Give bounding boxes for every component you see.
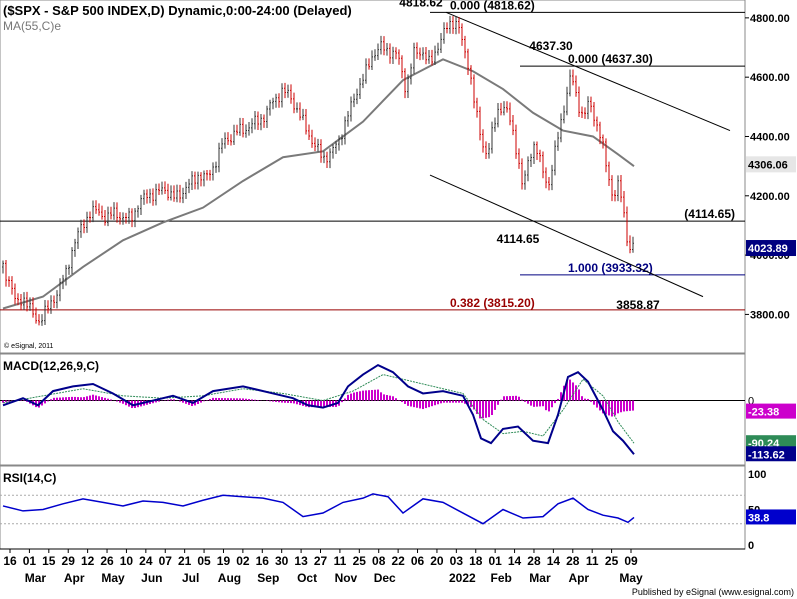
chart-title: ($SPX - S&P 500 INDEX,D) Dynamic,0:00-24… <box>3 3 352 18</box>
x-day-label: 01 <box>23 554 37 568</box>
x-day-label: 28 <box>566 554 580 568</box>
x-month-label: Dec <box>374 571 396 585</box>
x-day-label: 30 <box>275 554 289 568</box>
x-day-label: 25 <box>605 554 619 568</box>
price-annotation: 3858.87 <box>616 298 660 312</box>
price-tick-label: 4200.00 <box>750 191 790 203</box>
x-month-label: Apr <box>64 571 85 585</box>
x-day-label: 11 <box>334 554 347 568</box>
signal-line <box>2 374 635 444</box>
price-value-box <box>746 156 796 173</box>
price-level-label: (4114.65) <box>684 207 735 221</box>
channel-line-upper <box>445 11 731 132</box>
x-day-label: 19 <box>217 554 231 568</box>
price-value-box <box>746 240 796 257</box>
macd-title: MACD(12,26,9,C) <box>3 359 99 373</box>
rsi-line <box>2 493 635 525</box>
x-axis: 16 01 15 29 12 26 10 24 07 21 05 19 02 16 30 13 27 11 25 08… <box>0 548 745 585</box>
price-annotation: 4818.62 <box>399 0 443 9</box>
price-value-label: 4306.06 <box>748 159 788 171</box>
x-day-label: 12 <box>81 554 95 568</box>
rsi-value-box <box>746 509 796 525</box>
rsi-tick-label: 100 <box>748 469 766 481</box>
x-day-label: 15 <box>42 554 56 568</box>
macd-tick-label: 0 <box>748 396 754 408</box>
moving-average <box>2 58 635 310</box>
x-day-label: 16 <box>256 554 270 568</box>
price-level-label: 0.000 (4637.30) <box>568 52 653 66</box>
rsi-lines <box>0 493 745 525</box>
x-month-label: Jul <box>182 571 199 585</box>
price-axis: 4800.004600.004400.004200.004000.003800.… <box>745 13 796 321</box>
x-day-label: 29 <box>62 554 76 568</box>
x-day-label: 22 <box>391 554 405 568</box>
x-day-label: 16 <box>3 554 17 568</box>
x-day-label: 27 <box>314 554 328 568</box>
trend-channel <box>429 11 731 298</box>
x-month-label: Apr <box>568 571 589 585</box>
x-day-label: 11 <box>586 554 599 568</box>
price-bars <box>2 15 634 326</box>
x-day-label: 18 <box>469 554 483 568</box>
x-day-label: 09 <box>624 554 638 568</box>
x-month-label: May <box>619 571 643 585</box>
macd-value-box <box>746 446 796 462</box>
x-day-label: 02 <box>236 554 250 568</box>
x-day-label: 03 <box>450 554 464 568</box>
x-day-label: 25 <box>353 554 367 568</box>
x-day-label: 24 <box>139 554 153 568</box>
price-tick-label: 4800.00 <box>750 13 790 25</box>
x-month-label: Sep <box>257 571 279 585</box>
price-annotations: 4818.62 4637.30 4114.65 3858.87 <box>399 0 660 312</box>
x-day-label: 20 <box>430 554 444 568</box>
x-month-label: Jun <box>141 571 162 585</box>
x-day-label: 10 <box>120 554 134 568</box>
rsi-panel <box>0 465 746 550</box>
macd-value-label: -113.62 <box>748 449 785 461</box>
price-level-label: 0.000 (4818.62) <box>450 0 535 12</box>
x-day-label: 28 <box>527 554 541 568</box>
channel-line-lower <box>429 174 704 298</box>
copyright: © eSignal, 2011 <box>4 342 54 350</box>
rsi-tick-label: 0 <box>748 540 754 552</box>
x-day-label: 14 <box>508 554 522 568</box>
x-month-label: Mar <box>529 571 551 585</box>
price-value-label: 4023.89 <box>748 243 788 255</box>
price-tick-label: 3800.00 <box>750 309 790 321</box>
macd-value-label: -23.38 <box>748 407 779 419</box>
rsi-axis: 10050038.8 <box>746 469 796 552</box>
price-tick-label: 4600.00 <box>750 72 790 84</box>
price-level-label: 0.382 (3815.20) <box>450 296 535 310</box>
ma-label: MA(55,C)e <box>3 19 61 33</box>
x-month-label: Feb <box>490 571 511 585</box>
x-month-label: May <box>101 571 125 585</box>
price-annotation: 4637.30 <box>529 39 573 53</box>
x-month-label: Mar <box>25 571 47 585</box>
macd-value-box <box>746 403 796 419</box>
rsi-value-label: 38.8 <box>748 512 769 524</box>
x-day-label: 06 <box>411 554 425 568</box>
published-by: Published by eSignal (www.esignal.com) <box>632 587 794 597</box>
x-day-label: 21 <box>178 554 192 568</box>
x-day-label: 08 <box>372 554 386 568</box>
price-annotation: 4114.65 <box>497 232 540 246</box>
price-tick-label: 4400.00 <box>750 131 790 143</box>
x-month-label: Oct <box>297 571 317 585</box>
macd-line <box>2 363 635 455</box>
x-day-label: 26 <box>100 554 114 568</box>
x-day-label: 14 <box>547 554 561 568</box>
x-day-label: 05 <box>197 554 211 568</box>
macd-axis: 0-23.38-90.24-113.62 <box>746 396 796 462</box>
x-day-label: 13 <box>294 554 308 568</box>
ma-line <box>2 58 635 310</box>
x-month-label: 2022 <box>449 571 476 585</box>
rsi-title: RSI(14,C) <box>3 471 56 485</box>
x-month-label: Nov <box>335 571 358 585</box>
x-day-label: 01 <box>488 554 502 568</box>
x-month-label: Aug <box>218 571 241 585</box>
price-level-label: 1.000 (3933.32) <box>568 261 653 275</box>
x-day-label: 07 <box>159 554 173 568</box>
macd-lines <box>2 363 635 455</box>
